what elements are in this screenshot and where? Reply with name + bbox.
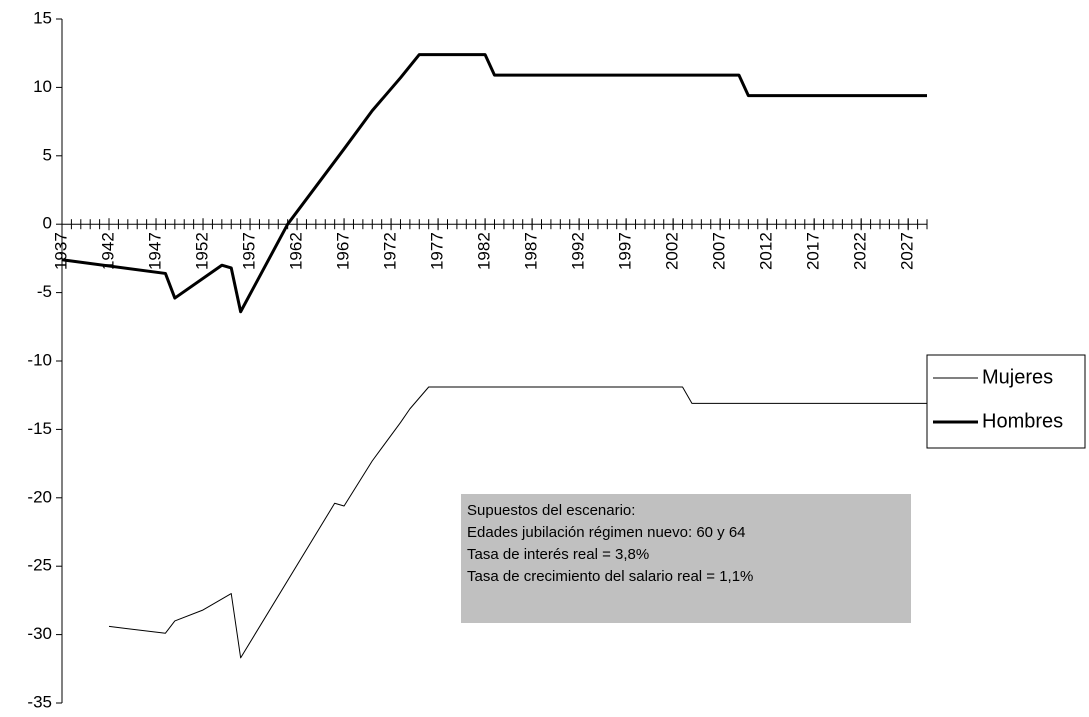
x-tick-label: 1992 [569,232,588,270]
annotation-text: Edades jubilación régimen nuevo: 60 y 64 [467,524,746,541]
y-tick-label: 5 [43,145,52,164]
y-tick-label: -30 [27,624,52,643]
legend-label: Hombres [982,410,1063,432]
y-tick-label: -10 [27,350,52,369]
legend-label: Mujeres [982,366,1053,388]
y-tick-label: 15 [33,8,52,27]
annotation-text: Supuestos del escenario: [467,502,635,519]
annotation-box [461,494,911,623]
x-tick-label: 1987 [522,232,541,270]
x-tick-label: 2027 [898,232,917,270]
x-tick-label: 1957 [240,232,259,270]
y-tick-label: -35 [27,692,52,711]
y-tick-label: -20 [27,487,52,506]
annotation-text: Tasa de crecimiento del salario real = 1… [467,568,753,585]
y-tick-label: -15 [27,419,52,438]
x-tick-label: 1982 [475,232,494,270]
x-tick-label: 1947 [146,232,165,270]
line-series [61,53,927,314]
y-tick-label: -5 [37,282,52,301]
x-tick-label: 2012 [757,232,776,270]
x-tick-label: 1937 [51,232,70,270]
y-tick-label: -25 [27,556,52,575]
x-tick-label: 1942 [98,232,117,270]
y-tick-label: 10 [33,77,52,96]
legend-box [926,354,1086,449]
x-tick-label: 1952 [193,232,212,270]
x-tick-label: 1977 [428,232,447,270]
x-tick-label: 2007 [710,232,729,270]
y-tick-label: 0 [43,214,52,233]
x-tick-label: 2017 [804,232,823,270]
x-tick-label: 1967 [334,232,353,270]
x-tick-label: 1962 [287,232,306,270]
annotation-text: Tasa de interés real = 3,8% [467,546,649,563]
x-tick-label: 1997 [616,232,635,270]
x-tick-label: 2002 [663,232,682,270]
line-series [108,386,927,659]
x-tick-label: 2022 [851,232,870,270]
x-tick-label: 1972 [381,232,400,270]
